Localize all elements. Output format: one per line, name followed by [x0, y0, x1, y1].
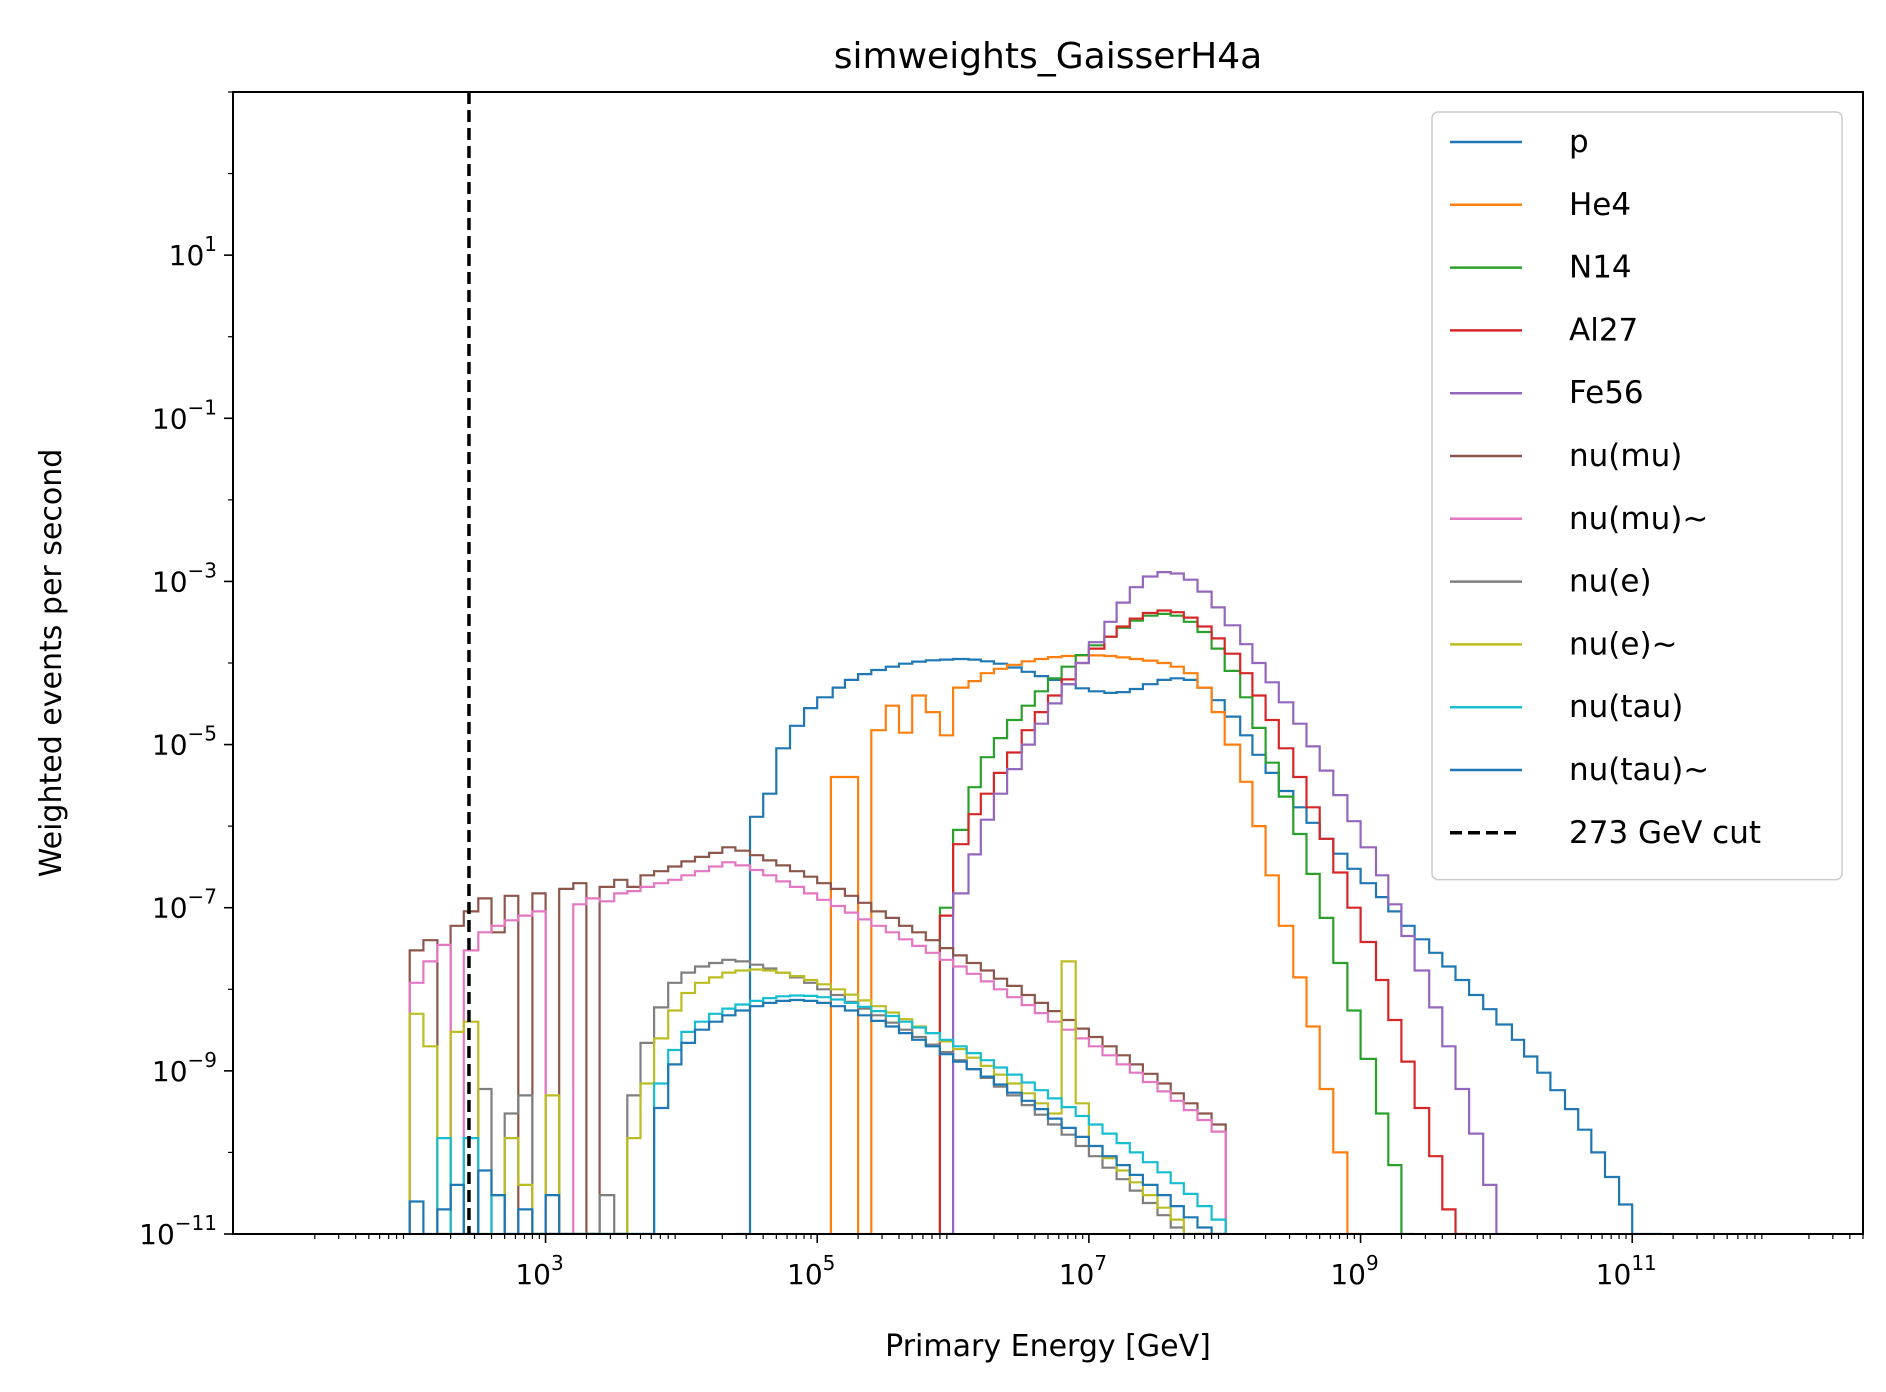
legend-entry: nu(mu) — [1450, 438, 1682, 474]
legend: p He4 N14 Al27 Fe56 nu(mu) nu(mu)~ nu(e) nu(e)~ n… — [1431, 111, 1843, 881]
x-tick-exponent: 11 — [1631, 1251, 1656, 1275]
legend-label: He4 — [1569, 187, 1631, 223]
y-tick-exponent: −7 — [188, 885, 217, 909]
chart-title: simweights_GaisserH4a — [834, 36, 1262, 77]
series-line-nu(e)~ — [408, 960, 1226, 1234]
legend-label: Fe56 — [1569, 375, 1644, 411]
x-tick-exponent: 3 — [551, 1251, 564, 1275]
series-line-nu(tau) — [436, 994, 1227, 1234]
legend-label: nu(mu)~ — [1569, 501, 1708, 537]
legend-entry: Al27 — [1450, 312, 1638, 348]
legend-entry: nu(e) — [1450, 564, 1652, 600]
legend-entry: p — [1450, 124, 1589, 160]
x-tick-exponent: 5 — [823, 1251, 836, 1275]
legend-entry: Fe56 — [1450, 375, 1644, 411]
x-tick-exponent: 9 — [1366, 1251, 1379, 1275]
series-line-Al27 — [938, 609, 1469, 1234]
series-line-Fe56 — [939, 571, 1510, 1234]
x-tick-exponent: 7 — [1094, 1251, 1107, 1275]
y-tick-exponent: −3 — [188, 558, 217, 582]
series-line-nu(tau)~ — [408, 998, 1226, 1234]
legend-entry: nu(mu)~ — [1450, 501, 1708, 537]
legend-entry: nu(tau) — [1450, 689, 1683, 725]
legend-label: nu(tau)~ — [1569, 752, 1709, 788]
legend-label: nu(e) — [1569, 564, 1652, 600]
y-tick-label: 10−5 — [152, 722, 217, 762]
series-line-N14 — [938, 612, 1415, 1234]
series-nu(tau) — [436, 994, 1227, 1234]
legend-label: p — [1569, 124, 1589, 160]
series-Al27 — [938, 609, 1469, 1234]
legend-label: 273 GeV cut — [1569, 815, 1761, 851]
legend-entry: nu(tau)~ — [1450, 752, 1709, 788]
y-tick-exponent: 1 — [204, 232, 217, 256]
series-nu(mu)~ — [408, 861, 1227, 1234]
y-tick-exponent: −5 — [188, 722, 217, 746]
series-line-nu(mu)~ — [408, 861, 1227, 1234]
legend-label: nu(mu) — [1569, 438, 1682, 474]
series-nu(e)~ — [408, 960, 1226, 1234]
x-tick-label: 103 — [515, 1251, 563, 1291]
legend-label: Al27 — [1569, 312, 1638, 348]
legend-entry: nu(e)~ — [1450, 626, 1678, 662]
y-tick-exponent: −9 — [188, 1048, 217, 1072]
series-nu(tau)~ — [408, 998, 1226, 1234]
legend-entry: 273 GeV cut — [1450, 815, 1761, 851]
y-axis-label: Weighted events per second — [34, 449, 69, 878]
legend-box — [1431, 111, 1843, 881]
legend-entry: He4 — [1450, 187, 1631, 223]
legend-label: nu(e)~ — [1569, 626, 1678, 662]
series-Fe56 — [939, 571, 1510, 1234]
y-tick-exponent: −11 — [175, 1211, 217, 1235]
series-layer — [408, 571, 1664, 1234]
legend-entry: N14 — [1450, 250, 1632, 286]
x-axis-label: Primary Energy [GeV] — [885, 1329, 1211, 1364]
legend-label: N14 — [1569, 250, 1632, 286]
series-He4 — [829, 654, 1362, 1234]
x-tick-label: 107 — [1059, 1251, 1107, 1291]
legend-label: nu(tau) — [1569, 689, 1683, 725]
series-N14 — [938, 612, 1415, 1234]
series-line-He4 — [829, 654, 1362, 1234]
y-tick-exponent: −1 — [188, 395, 217, 419]
